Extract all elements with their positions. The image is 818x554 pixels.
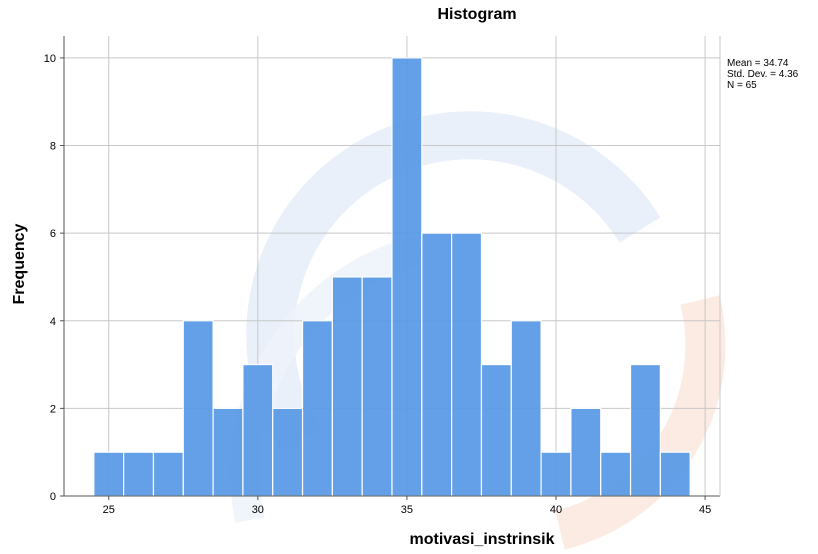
tick-labels: 0 2 4 6 8 10 25 30 35 40 45 [44,53,711,516]
histogram-bar [361,276,393,497]
y-tick-label: 0 [50,491,56,503]
histogram-bar [451,232,483,497]
x-tick-label: 25 [103,504,115,516]
histogram-bar [659,451,691,497]
histogram-bar [510,320,542,497]
histogram-bar [152,451,184,497]
histogram-bar [123,451,155,497]
x-tick-label: 45 [699,504,711,516]
x-axis-label: motivasi_instrinsik [409,531,555,548]
histogram-bar [421,232,453,497]
stats-n: N = 65 [727,80,757,91]
histogram-bar [272,407,304,497]
x-tick-label: 40 [550,504,562,516]
histogram-bar [242,363,274,497]
stats-std: Std. Dev. = 4.36 [727,69,799,80]
histogram-bar [301,320,333,497]
bars [93,57,691,497]
stats-mean: Mean = 34.74 [727,58,789,69]
y-tick-label: 2 [50,403,56,415]
histogram-bar [570,407,602,497]
histogram-bar [93,451,125,497]
axes [63,36,721,497]
x-tick-label: 30 [252,504,264,516]
histogram-bar [331,276,363,497]
histogram-bar [629,363,661,497]
y-tick-label: 4 [50,316,56,328]
histogram-bar [391,57,423,497]
y-tick-label: 8 [50,141,56,153]
histogram-bar [540,451,572,497]
x-tick-label: 35 [401,504,413,516]
histogram-bar [212,407,244,497]
chart-title: Histogram [437,6,517,23]
y-tick-label: 6 [50,228,56,240]
histogram-bar [182,320,214,497]
histogram-bar [480,363,512,497]
y-tick-label: 10 [44,53,56,65]
stats-box: Mean = 34.74 Std. Dev. = 4.36 N = 65 [727,58,798,91]
histogram-bar [600,451,632,497]
